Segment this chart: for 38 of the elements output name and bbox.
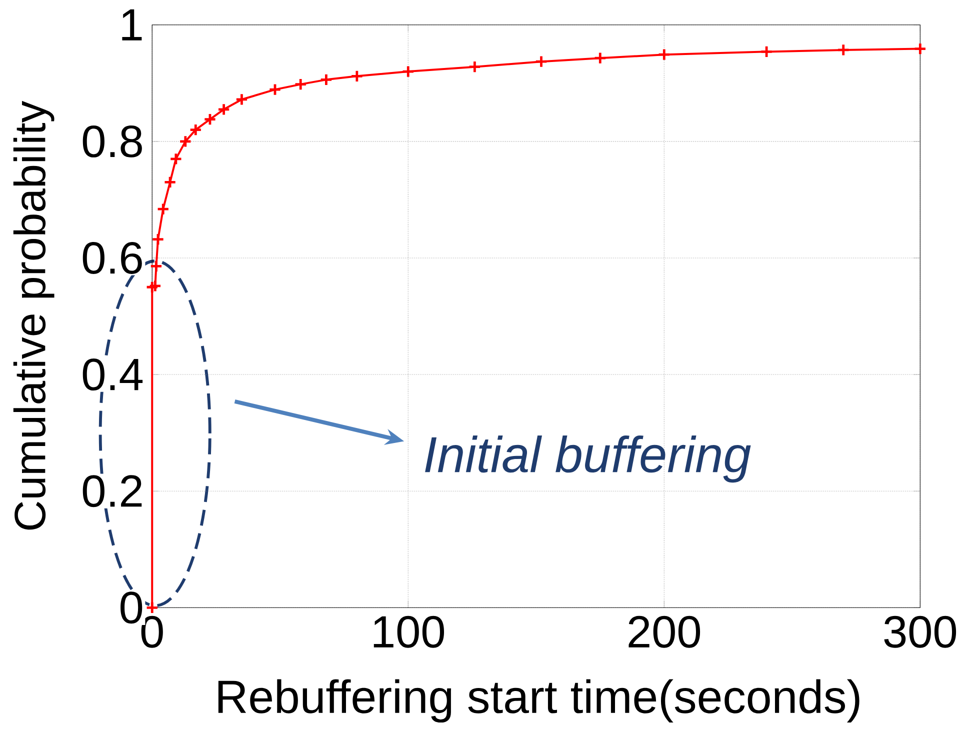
point — [146, 280, 159, 294]
x-tick-label: 100 — [374, 616, 444, 648]
point — [402, 64, 415, 78]
point — [151, 232, 165, 246]
point — [760, 45, 774, 58]
point — [914, 42, 927, 56]
point — [169, 152, 182, 166]
point — [146, 601, 159, 614]
point — [658, 48, 671, 62]
point — [148, 279, 162, 292]
x-tick-label: 200 — [628, 616, 700, 648]
y-tick-label: 0 — [120, 592, 142, 624]
y-tick-label: 0.8 — [82, 125, 142, 158]
x-tick-label: 300 — [884, 616, 956, 648]
point — [178, 134, 192, 148]
point — [189, 123, 202, 136]
point — [150, 260, 163, 273]
point — [235, 92, 248, 106]
x-tick-label: 0 — [141, 616, 163, 648]
y-tick-label: 1 — [122, 9, 142, 40]
x-axis-title: Rebuffering start time(seconds) — [218, 679, 860, 722]
y-tick-label: 0.2 — [82, 475, 142, 507]
annotation: Initial buffering — [425, 435, 751, 482]
y-tick-label: 0.6 — [82, 242, 142, 274]
point — [164, 176, 177, 189]
point — [156, 202, 170, 216]
point — [468, 60, 482, 74]
point — [217, 102, 230, 116]
point — [294, 78, 308, 91]
point — [203, 112, 216, 126]
point — [594, 52, 607, 65]
point — [836, 43, 850, 56]
y-tick-label: 0.4 — [82, 358, 143, 390]
point — [534, 55, 548, 68]
point — [320, 73, 333, 86]
point — [268, 82, 282, 96]
y-axis-title: Cumulative probability — [13, 100, 54, 530]
point — [350, 70, 364, 83]
